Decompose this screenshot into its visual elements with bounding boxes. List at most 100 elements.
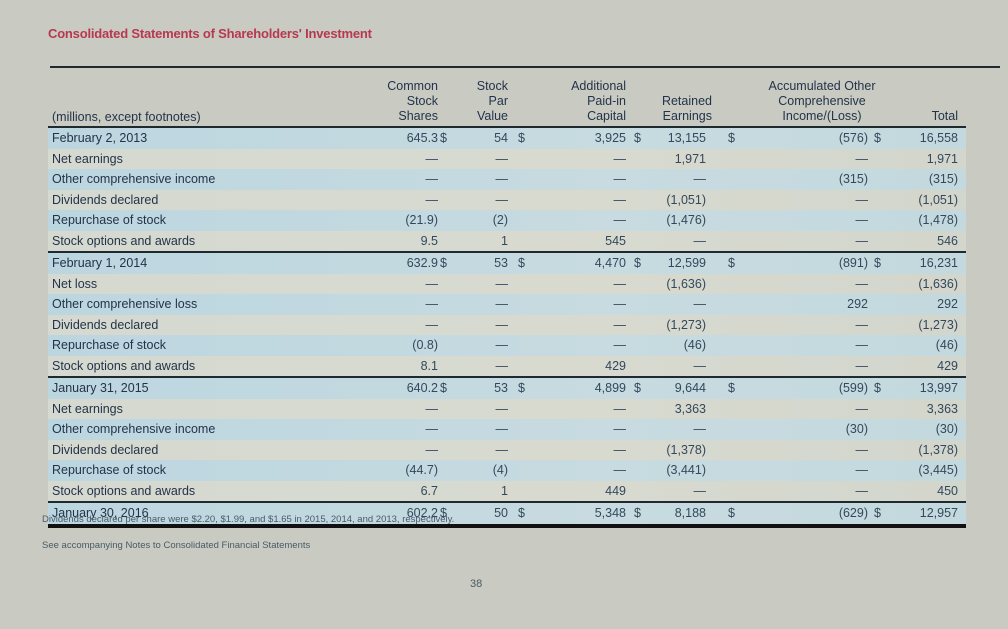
row-label: Repurchase of stock: [52, 463, 166, 477]
cell-aoci: —: [855, 317, 869, 332]
table-header: (millions, except footnotes) Common Stoc…: [48, 74, 966, 126]
cell-aoci: (599): [838, 381, 868, 395]
cell-apic: —: [613, 422, 627, 436]
cell-shares: (0.8): [412, 338, 438, 352]
cell-total: 16,231: [919, 256, 958, 270]
currency-symbol: $: [634, 381, 641, 395]
table-row: Repurchase of stock (0.8) — — (46) — (46): [48, 335, 966, 356]
currency-symbol: $: [634, 131, 641, 145]
cell-re: —: [693, 233, 707, 248]
cell-re: 12,599: [667, 256, 706, 270]
cell-aoci: (30): [845, 422, 868, 436]
units-label: (millions, except footnotes): [52, 110, 201, 124]
cell-shares: —: [425, 317, 439, 332]
currency-symbol: $: [728, 131, 735, 145]
cell-total: (1,378): [918, 442, 958, 457]
row-label: Net earnings: [52, 401, 123, 416]
cell-re: —: [693, 172, 707, 186]
balance-row: February 2, 2013 645.3 $54 $3,925 $13,155 $ (5…: [48, 128, 966, 149]
page-number: 38: [470, 578, 483, 590]
currency-symbol: $: [634, 506, 641, 520]
cell-par: —: [495, 276, 509, 291]
cell-shares: —: [425, 172, 439, 186]
cell-par: —: [495, 297, 509, 311]
col-header-total: Total: [931, 109, 958, 123]
cell-aoci: (891): [838, 256, 868, 270]
cell-apic: 545: [605, 233, 626, 248]
cell-par: —: [495, 172, 509, 186]
table-row: Other comprehensive loss — — — — 292 292: [48, 294, 966, 315]
cell-total: (1,273): [918, 317, 958, 332]
table-row: Stock options and awards 9.5 1 545 — — 546: [48, 230, 966, 251]
cell-shares: 602.2: [406, 506, 438, 520]
cell-shares: 9.5: [420, 233, 438, 248]
cell-aoci: —: [855, 192, 869, 207]
cell-shares: 640.2: [406, 381, 438, 395]
cell-shares: —: [425, 192, 439, 207]
balance-row: February 1, 2014 632.9 $53 $4,470 $12,599 $ (8…: [48, 251, 966, 274]
cell-shares: —: [425, 442, 439, 457]
row-label: Other comprehensive income: [52, 422, 216, 436]
cell-total: (3,445): [918, 463, 958, 477]
cell-par: 1: [501, 483, 508, 498]
cell-par: 1: [501, 233, 508, 248]
currency-symbol: $: [874, 256, 881, 270]
cell-par: (2): [492, 213, 508, 227]
equity-statement-table: (millions, except footnotes) Common Stoc…: [48, 74, 966, 528]
cell-apic: 4,899: [594, 381, 626, 395]
cell-aoci: —: [855, 276, 869, 291]
cell-total: 429: [937, 358, 958, 373]
cell-re: 1,971: [674, 151, 706, 166]
currency-symbol: $: [634, 256, 641, 270]
cell-par: 53: [494, 256, 508, 270]
cell-apic: —: [613, 213, 627, 227]
currency-symbol: $: [440, 506, 447, 520]
cell-aoci: —: [855, 213, 869, 227]
table-row: Repurchase of stock (21.9) (2) — (1,476) — (1,…: [48, 210, 966, 231]
cell-shares: —: [425, 422, 439, 436]
cell-shares: 6.7: [420, 483, 438, 498]
cell-aoci: (315): [838, 172, 868, 186]
currency-symbol: $: [518, 506, 525, 520]
cell-re: (1,476): [666, 213, 706, 227]
cell-re: (46): [683, 338, 706, 352]
cell-aoci: —: [855, 401, 869, 416]
cell-re: —: [693, 483, 707, 498]
cell-par: —: [495, 422, 509, 436]
table-row: Stock options and awards 8.1 — 429 — — 429: [48, 355, 966, 376]
cell-shares: —: [425, 401, 439, 416]
cell-aoci: 292: [847, 297, 868, 311]
row-label: Dividends declared: [52, 442, 159, 457]
cell-par: 50: [494, 506, 508, 520]
cell-apic: —: [613, 297, 627, 311]
cell-shares: —: [425, 297, 439, 311]
cell-re: 8,188: [674, 506, 706, 520]
table-row: Net loss — — — (1,636) — (1,636): [48, 273, 966, 294]
notes-reference: See accompanying Notes to Consolidated F…: [42, 540, 311, 551]
cell-par: —: [495, 151, 509, 166]
balance-row: January 30, 2016 602.2 $50 $5,348 $8,188 $ (62…: [48, 501, 966, 528]
table-row: Dividends declared — — — (1,378) — (1,378): [48, 439, 966, 460]
row-label: February 1, 2014: [52, 256, 148, 270]
cell-total: (30): [935, 422, 958, 436]
cell-total: (1,478): [918, 213, 958, 227]
cell-re: 3,363: [674, 401, 706, 416]
cell-total: 1,971: [926, 151, 958, 166]
balance-row: January 31, 2015 640.2 $53 $4,899 $9,644 $ (59…: [48, 376, 966, 399]
cell-apic: —: [613, 338, 627, 352]
row-label: Stock options and awards: [52, 358, 196, 373]
header-rule: [48, 126, 966, 128]
cell-aoci: —: [855, 463, 869, 477]
cell-total: (315): [928, 172, 958, 186]
row-label: Other comprehensive income: [52, 172, 216, 186]
cell-shares: —: [425, 151, 439, 166]
cell-apic: 4,470: [594, 256, 626, 270]
row-label: Dividends declared: [52, 317, 159, 332]
row-label: February 2, 2013: [52, 131, 148, 145]
table-row: Repurchase of stock (44.7) (4) — (3,441) — (3,…: [48, 460, 966, 481]
currency-symbol: $: [728, 506, 735, 520]
cell-shares: 632.9: [406, 256, 438, 270]
cell-re: (1,051): [666, 192, 706, 207]
statement-title: Consolidated Statements of Shareholders'…: [48, 26, 372, 41]
cell-par: 53: [494, 381, 508, 395]
